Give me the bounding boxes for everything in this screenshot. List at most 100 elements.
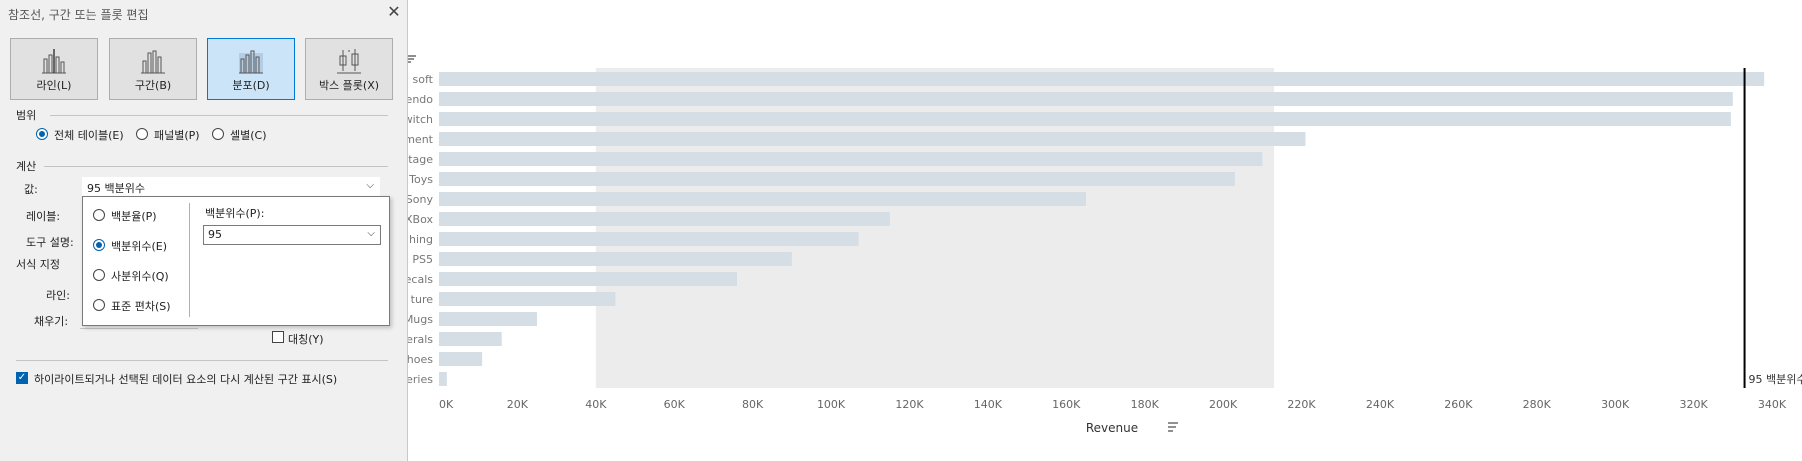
scope-per-pane-radio[interactable] — [136, 128, 148, 140]
bar-3[interactable] — [439, 132, 1306, 146]
popup-separator — [189, 203, 190, 317]
bar-4[interactable] — [439, 152, 1263, 166]
bottom-divider — [16, 360, 388, 361]
percentile-label: 백분위수(E) — [111, 240, 168, 253]
label-field-label: 레이블: — [26, 210, 61, 223]
scope-per-pane-label: 패널별(P) — [154, 129, 200, 142]
value-label: 값: — [24, 183, 38, 196]
x-tick-label-4: 80K — [742, 398, 764, 411]
reference-line-label: 95 백분위수 — [1749, 373, 1802, 386]
x-tick-label-1: 20K — [507, 398, 529, 411]
bar-7[interactable] — [439, 212, 890, 226]
percentage-radio[interactable] — [93, 209, 105, 221]
scope-divider — [50, 115, 388, 116]
x-tick-label-16: 320K — [1679, 398, 1708, 411]
category-label-5: Toys — [408, 173, 433, 186]
fill-underline — [80, 328, 198, 329]
bar-15[interactable] — [439, 372, 447, 386]
category-label-2: witch — [404, 113, 433, 126]
bar-10[interactable] — [439, 272, 737, 286]
bar-14[interactable] — [439, 352, 483, 366]
line-chart-icon — [42, 49, 66, 74]
format-section-label: 서식 지정 — [16, 258, 60, 271]
bar-12[interactable] — [439, 312, 538, 326]
distribution-type-button[interactable]: 분포(D) — [207, 38, 295, 100]
line-type-label: 라인(L) — [36, 79, 72, 92]
scope-section-label: 범위 — [16, 109, 37, 122]
x-tick-label-11: 220K — [1287, 398, 1316, 411]
x-tick-label-12: 240K — [1366, 398, 1395, 411]
x-tick-label-5: 100K — [817, 398, 846, 411]
y-axis-sort-icon[interactable] — [408, 55, 416, 63]
highlight-recalc-label: 하이라이트되거나 선택된 데이터 요소의 다시 계산된 구간 표시(S) — [34, 373, 338, 386]
category-label-9: PS5 — [412, 253, 433, 266]
category-label-10: ecals — [405, 273, 434, 286]
symmetric-checkbox[interactable] — [272, 331, 284, 343]
x-tick-label-14: 280K — [1523, 398, 1552, 411]
x-axis-sort-icon[interactable] — [1168, 422, 1178, 432]
highlight-recalc-checkbox[interactable]: ✓ — [16, 372, 28, 384]
x-tick-label-8: 160K — [1052, 398, 1081, 411]
scope-per-cell-radio[interactable] — [212, 128, 224, 140]
scope-entire-table-radio[interactable] — [36, 128, 48, 140]
x-tick-label-10: 200K — [1209, 398, 1238, 411]
dialog-title: 참조선, 구간 또는 플롯 편집 — [8, 8, 149, 22]
value-dropdown[interactable]: 95 백분위수 ⌵ — [82, 177, 380, 197]
category-label-0: soft — [413, 73, 434, 86]
tooltip-field-label: 도구 설명: — [26, 236, 74, 249]
percentile-radio[interactable] — [93, 239, 105, 251]
x-tick-label-17: 340K — [1758, 398, 1787, 411]
x-tick-label-13: 260K — [1444, 398, 1473, 411]
bar-2[interactable] — [439, 112, 1731, 126]
x-axis-title: Revenue — [1086, 421, 1138, 435]
bar-9[interactable] — [439, 252, 792, 266]
category-label-12: Mugs — [404, 313, 433, 326]
percentage-label: 백분율(P) — [111, 210, 157, 223]
category-label-7: XBox — [405, 213, 433, 226]
category-label-3: ment — [404, 133, 433, 146]
category-label-8: hing — [409, 233, 433, 246]
edit-reference-line-dialog: 참조선, 구간 또는 플롯 편집 ✕ 라인(L) 구간(B) — [0, 0, 408, 461]
category-label-15: eries — [406, 373, 433, 386]
band-chart-icon — [141, 50, 165, 74]
bar-5[interactable] — [439, 172, 1235, 186]
category-label-4: tage — [408, 153, 433, 166]
symmetric-label: 대칭(Y) — [288, 333, 324, 346]
computation-popup: 백분율(P) 백분위수(E) 사분위수(Q) 표준 편차(S) 백분위수(P):… — [82, 196, 390, 326]
close-icon[interactable]: ✕ — [387, 2, 401, 21]
distribution-type-label: 분포(D) — [232, 79, 270, 92]
x-tick-label-3: 60K — [664, 398, 686, 411]
scope-entire-table-label: 전체 테이블(E) — [54, 129, 124, 142]
std-deviation-radio[interactable] — [93, 299, 105, 311]
fill-format-label: 채우기: — [34, 315, 69, 328]
line-format-label: 라인: — [46, 289, 70, 302]
quartile-radio[interactable] — [93, 269, 105, 281]
scope-per-cell-label: 셀별(C) — [230, 129, 267, 142]
calculation-divider — [44, 166, 388, 167]
bar-1[interactable] — [439, 92, 1733, 106]
band-type-button[interactable]: 구간(B) — [109, 38, 197, 100]
bar-6[interactable] — [439, 192, 1086, 206]
bar-0[interactable] — [439, 72, 1765, 86]
x-tick-label-7: 140K — [974, 398, 1003, 411]
x-tick-label-2: 40K — [585, 398, 607, 411]
bar-11[interactable] — [439, 292, 616, 306]
std-deviation-label: 표준 편차(S) — [111, 300, 171, 313]
category-label-1: endo — [406, 93, 434, 106]
x-tick-label-15: 300K — [1601, 398, 1630, 411]
band-type-label: 구간(B) — [134, 79, 172, 92]
box-plot-type-label: 박스 플롯(X) — [318, 79, 380, 92]
category-label-6: Sony — [406, 193, 434, 206]
line-type-button[interactable]: 라인(L) — [10, 38, 98, 100]
category-label-13: erals — [406, 333, 433, 346]
bar-8[interactable] — [439, 232, 859, 246]
percentile-value-label: 백분위수(P): — [205, 207, 265, 220]
quartile-label: 사분위수(Q) — [111, 270, 169, 283]
x-tick-label-0: 0K — [439, 398, 454, 411]
percentile-value-dropdown[interactable]: 95 ⌵ — [203, 225, 381, 245]
percentile-value-text: 95 — [208, 228, 222, 241]
chevron-down-icon: ⌵ — [366, 180, 374, 191]
box-plot-type-button[interactable]: 박스 플롯(X) — [305, 38, 393, 100]
bar-13[interactable] — [439, 332, 502, 346]
